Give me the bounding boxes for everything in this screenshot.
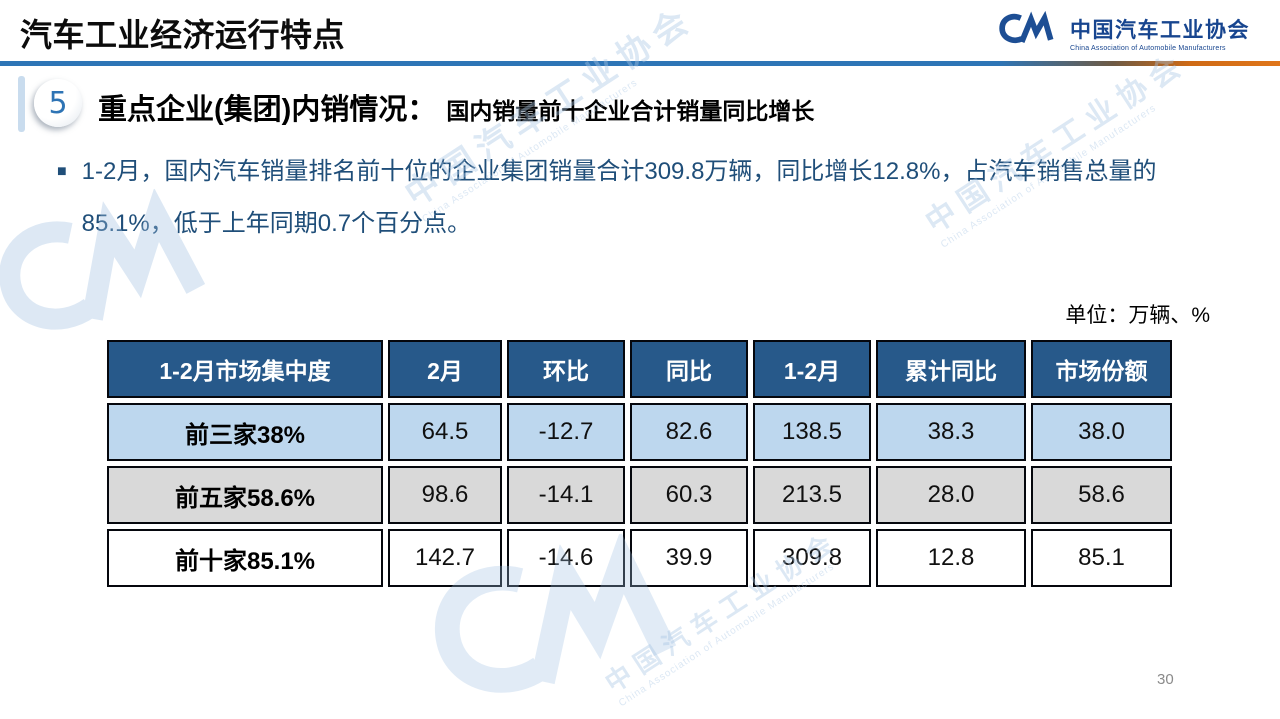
table-cell: 12.8: [876, 529, 1026, 587]
table-cell: 82.6: [630, 403, 748, 461]
page-title: 汽车工业经济运行特点: [20, 17, 346, 53]
section-heading: 重点企业(集团)内销情况： 国内销量前十企业合计销量同比增长: [98, 86, 814, 128]
table-cell: -14.6: [507, 529, 625, 587]
section-number: 5: [48, 85, 68, 121]
table-row-label: 前十家85.1%: [107, 529, 383, 587]
table-cell: 142.7: [388, 529, 502, 587]
page-number: 30: [1157, 671, 1174, 688]
table-cell: 60.3: [630, 466, 748, 524]
table-header-cell: 1-2月市场集中度: [107, 340, 383, 398]
unit-label: 单位：万辆、%: [1065, 304, 1210, 327]
logo-name-en: China Association of Automobile Manufact…: [1070, 44, 1226, 52]
table-cell: 38.3: [876, 403, 1026, 461]
section-number-badge: 5: [34, 79, 82, 127]
table-cell: 64.5: [388, 403, 502, 461]
caam-logo-icon: [998, 10, 1060, 55]
table-cell: 213.5: [753, 466, 871, 524]
table-cell: 39.9: [630, 529, 748, 587]
table-cell: 85.1: [1031, 529, 1172, 587]
table-cell: 309.8: [753, 529, 871, 587]
table-header-cell: 环比: [507, 340, 625, 398]
table-row-label: 前三家38%: [107, 403, 383, 461]
table-cell: 38.0: [1031, 403, 1172, 461]
section-heading-sub: 国内销量前十企业合计销量同比增长: [446, 98, 815, 124]
table-cell: 98.6: [388, 466, 502, 524]
header-divider: [0, 61, 1280, 66]
logo-name-cn: 中国汽车工业协会: [1070, 18, 1250, 42]
table-cell: -14.1: [507, 466, 625, 524]
table-cell: 138.5: [753, 403, 871, 461]
table-row-label: 前五家58.6%: [107, 466, 383, 524]
table-cell: 58.6: [1031, 466, 1172, 524]
section-heading-main: 重点企业(集团)内销情况：: [98, 94, 437, 126]
caam-logo: 中国汽车工业协会 China Association of Automobile…: [998, 10, 1250, 55]
summary-bullet: ■ 1-2月，国内汽车销量排名前十位的企业集团销量合计309.8万辆，同比增长1…: [57, 146, 1204, 250]
bullet-marker-icon: ■: [57, 163, 67, 180]
market-concentration-table: 1-2月市场集中度 2月 环比 同比 1-2月 累计同比 市场份额 前三家38%…: [107, 340, 1172, 587]
table-cell: -12.7: [507, 403, 625, 461]
table-header-cell: 2月: [388, 340, 502, 398]
table-header-cell: 同比: [630, 340, 748, 398]
table-cell: 28.0: [876, 466, 1026, 524]
summary-text: 1-2月，国内汽车销量排名前十位的企业集团销量合计309.8万辆，同比增长12.…: [81, 158, 1157, 237]
table-header-cell: 累计同比: [876, 340, 1026, 398]
section-accent-bar: [18, 76, 25, 132]
table-header-cell: 市场份额: [1031, 340, 1172, 398]
table-header-cell: 1-2月: [753, 340, 871, 398]
